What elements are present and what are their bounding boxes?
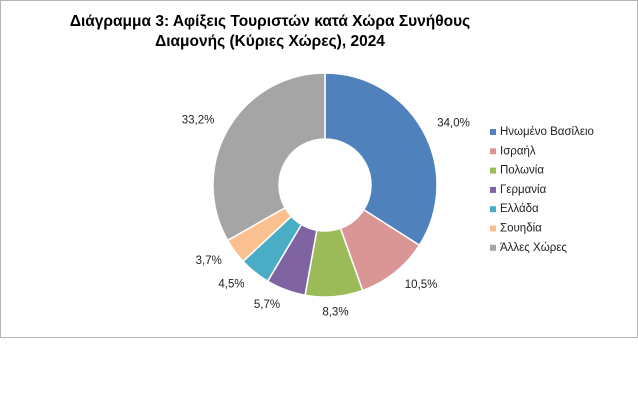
legend-swatch [490,225,496,232]
legend-label: Ελλάδα [500,203,539,215]
legend-label: Πολωνία [500,165,544,177]
data-label: 8,3% [322,307,348,319]
legend-label: Ηνωμένο Βασίλειο [500,126,594,138]
legend-label: Άλλες Χώρες [500,242,567,254]
data-label: 33,2% [182,115,215,127]
chart: 34,0% 10,5% 8,3% 5,7% 4,5% 3,7% 33,2% Ηνωμένο Β… [182,72,594,319]
data-label: 34,0% [437,117,470,129]
legend-swatch [490,129,496,135]
legend-swatch [490,167,496,174]
legend-label: Γερμανία [500,184,547,196]
data-label: 3,7% [196,255,222,267]
donut-segment [212,72,326,242]
legend-label: Σουηδία [500,223,542,235]
legend-swatch [490,148,496,155]
data-label: 4,5% [218,279,244,291]
data-label: 5,7% [254,299,280,311]
data-label: 10,5% [405,279,438,291]
legend-swatch [490,206,496,213]
legend-swatch [490,186,496,193]
donut-segment [324,72,438,247]
legend-label: Ισραήλ [500,145,536,157]
legend-swatch [490,244,496,251]
chart-title: Διάγραμμα 3: Αφίξεις Τουριστών κατά Χώρα… [69,13,471,50]
